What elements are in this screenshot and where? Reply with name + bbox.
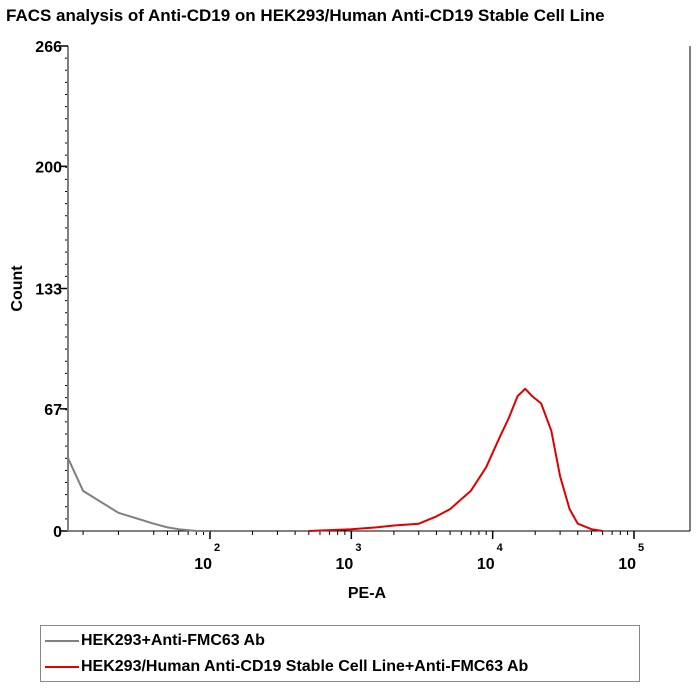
y-tick-label: 266 xyxy=(35,39,62,56)
x-axis-title: PE-A xyxy=(348,585,387,602)
legend-swatch-control xyxy=(45,640,79,642)
x-tick-label-exponent: 2 xyxy=(214,542,220,554)
y-tick-label: 67 xyxy=(44,402,62,419)
series-line-stable-cell-line xyxy=(308,387,603,532)
legend-label-control: HEK293+Anti-FMC63 Ab xyxy=(81,632,265,649)
x-tick-label-exponent: 3 xyxy=(355,542,361,554)
legend: HEK293+Anti-FMC63 Ab HEK293/Human Anti-C… xyxy=(40,625,640,682)
x-tick-label-exponent: 4 xyxy=(497,542,504,554)
legend-label-stable-line: HEK293/Human Anti-CD19 Stable Cell Line+… xyxy=(81,658,529,675)
x-tick-label-exponent: 5 xyxy=(638,542,644,554)
legend-item-control: HEK293+Anti-FMC63 Ab xyxy=(45,630,265,652)
chart-title: FACS analysis of Anti-CD19 on HEK293/Hum… xyxy=(6,6,605,25)
x-tick-label-base: 10 xyxy=(194,556,212,573)
y-tick-label: 133 xyxy=(35,282,62,299)
y-axis-title: Count xyxy=(9,265,26,312)
x-tick-label-base: 10 xyxy=(618,556,636,573)
legend-swatch-stable-line xyxy=(45,666,79,668)
series-line-control xyxy=(67,52,210,532)
y-tick-label: 200 xyxy=(35,159,62,176)
legend-item-stable-line: HEK293/Human Anti-CD19 Stable Cell Line+… xyxy=(45,656,528,678)
y-tick-label: 0 xyxy=(53,524,62,541)
x-tick-label-base: 10 xyxy=(477,556,495,573)
x-tick-label-base: 10 xyxy=(336,556,354,573)
